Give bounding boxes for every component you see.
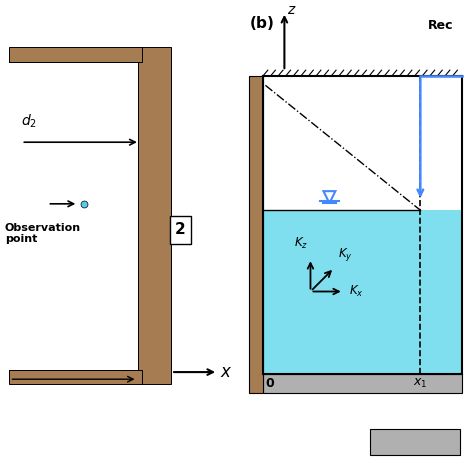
- Text: $x_1$: $x_1$: [413, 377, 428, 391]
- Text: $K_y$: $K_y$: [338, 246, 353, 263]
- Bar: [9, 47, 142, 62]
- Text: $\it{z}$: $\it{z}$: [287, 3, 296, 18]
- Text: Rec: Rec: [428, 19, 453, 32]
- Bar: [263, 76, 462, 210]
- Text: $\it{x}$: $\it{x}$: [220, 363, 233, 381]
- Text: Observation
point: Observation point: [5, 223, 81, 245]
- Bar: [263, 210, 462, 374]
- Bar: [9, 62, 142, 370]
- Bar: [263, 374, 462, 393]
- Bar: [9, 370, 142, 384]
- Text: $\bf{(b)}$: $\bf{(b)}$: [249, 14, 274, 32]
- Bar: [249, 76, 263, 393]
- Bar: [138, 47, 171, 384]
- Text: $K_z$: $K_z$: [294, 236, 308, 251]
- Bar: [170, 216, 191, 244]
- Text: $K_x$: $K_x$: [349, 284, 364, 299]
- Text: 2: 2: [175, 222, 185, 237]
- Bar: [370, 429, 460, 455]
- Text: $d_2$: $d_2$: [21, 113, 37, 130]
- Text: 0: 0: [265, 377, 274, 391]
